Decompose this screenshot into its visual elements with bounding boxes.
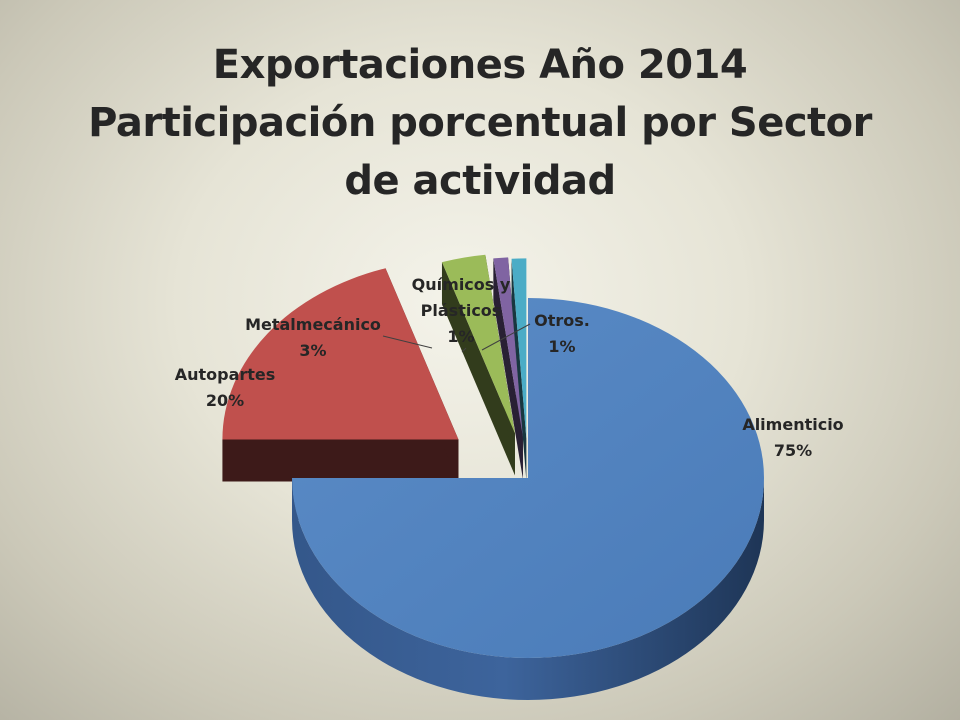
label-autopartes: Autopartes 20% bbox=[174, 365, 276, 410]
leader-quimicos bbox=[461, 347, 467, 353]
title-line-1: Exportaciones Año 2014 bbox=[212, 42, 748, 88]
slice-otros bbox=[511, 258, 527, 481]
chart-title: Exportaciones Año 2014 Participación por… bbox=[0, 36, 960, 210]
label-quimicos: Químicos y Plásticos 1% bbox=[411, 275, 511, 346]
label-otros: Otros. 1% bbox=[534, 311, 590, 356]
slice-metalmec-nico bbox=[441, 254, 515, 476]
title-line-2: Participación porcentual por Sector bbox=[88, 100, 872, 146]
leader-otros bbox=[481, 323, 531, 351]
label-metalmecanico: Metalmecánico 3% bbox=[245, 315, 381, 360]
slice-alimenticio bbox=[292, 298, 764, 700]
slice-qu-micos-y-pl-sticos bbox=[493, 257, 523, 479]
slice-autopartes bbox=[222, 268, 459, 482]
leader-metalmecanico bbox=[382, 335, 433, 349]
title-line-3: de actividad bbox=[344, 158, 616, 204]
label-alimenticio: Alimenticio 75% bbox=[742, 415, 844, 460]
